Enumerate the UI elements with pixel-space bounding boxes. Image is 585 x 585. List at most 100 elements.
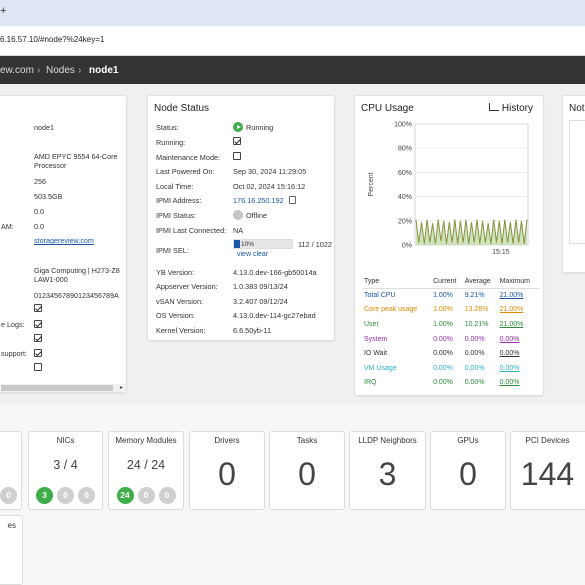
cpu-cell-type: IO Wait	[364, 350, 388, 358]
scroll-right-icon[interactable]: ▸	[119, 385, 123, 391]
sel-view-link[interactable]: view	[237, 251, 252, 258]
notifications-card: Not	[562, 95, 585, 273]
running-label: Running:	[156, 138, 186, 147]
cpu-table-row: IRQ 0.00% 0.00% 0.00%	[363, 376, 539, 391]
url-text[interactable]: 6.16.57.10/#node?%24key=1	[0, 35, 105, 44]
cpu-cell-current: 0.00%	[433, 335, 453, 343]
option-checkbox[interactable]	[34, 334, 42, 344]
node-status-title: Node Status	[154, 103, 210, 114]
ipmi-sel-count: 112 / 1022	[298, 240, 332, 249]
appserver-value: 1.0.383 09/13/24	[233, 282, 288, 291]
ipmi-address: 176.16.250.192	[233, 196, 296, 205]
cpu-cores-value: 256	[34, 177, 46, 186]
status-dot-grey: 0	[78, 487, 95, 504]
breadcrumb-nodes[interactable]: Nodes	[46, 65, 75, 76]
y-tick-label: 20%	[398, 218, 412, 225]
cpu-cell-current: 1.00%	[433, 292, 453, 300]
cpu-cell-maximum: 0.00%	[499, 379, 520, 387]
pci-devices-title: PCI Devices	[525, 436, 570, 445]
ipmi-status-label: IPMI Status:	[156, 211, 196, 220]
ipmi-address-link[interactable]: 176.16.250.192	[233, 196, 284, 205]
running-checkbox[interactable]	[233, 137, 241, 147]
tile-title: es	[7, 521, 16, 530]
copy-icon[interactable]	[288, 196, 296, 204]
offline-icon	[233, 210, 243, 220]
column-header: Average	[463, 275, 499, 289]
y-tick-label: 100%	[394, 122, 412, 129]
ram-value: 0.0	[34, 222, 44, 231]
nics-title: NICs	[56, 436, 75, 445]
history-button[interactable]: History	[488, 103, 533, 114]
status-dot-grey: 0	[137, 487, 155, 504]
gpus-tile[interactable]: GPUs 0	[430, 431, 506, 510]
breadcrumb-separator: ›	[78, 65, 82, 76]
tasks-title: Tasks	[296, 436, 318, 445]
column-header: Type	[363, 275, 433, 289]
scrollbar-thumb[interactable]	[1, 385, 113, 391]
memory-modules-value: 24 / 24	[126, 458, 166, 472]
serial-value: 01234567890123456789A	[34, 291, 119, 300]
summary-tile[interactable]: 0	[0, 431, 22, 510]
breadcrumb-host[interactable]: ew.com	[0, 65, 34, 76]
cpu-cell-average: 10.21%	[464, 320, 489, 328]
ipmi-sel-progress: 10%	[233, 239, 293, 249]
address-bar[interactable]: 6.16.57.10/#node?%24key=1	[0, 26, 585, 56]
horizontal-scrollbar[interactable]: ▸	[1, 384, 126, 392]
drivers-tile[interactable]: Drivers 0	[189, 431, 265, 510]
sel-clear-link[interactable]: clear	[252, 251, 269, 258]
support-checkbox[interactable]	[34, 349, 42, 359]
cpu-cell-average: 0.00%	[464, 350, 485, 358]
cpu-cell-average: 13.26%	[464, 306, 489, 314]
support-label: support:	[1, 349, 27, 358]
ipmi-last-value: NA	[233, 226, 244, 235]
yb-version-value: 4.13.0.dev-166-gb50014a	[233, 268, 317, 277]
os-version-label: OS Version:	[156, 311, 195, 320]
gpus-count: 0	[459, 456, 477, 492]
kernel-label: Kernel Version:	[156, 326, 206, 335]
column-header: Maximum	[498, 275, 539, 289]
column-header: Current	[432, 275, 464, 289]
status-dot-green: 24	[116, 487, 134, 504]
cpu-table-row: User 1.00% 10.21% 21.00%	[363, 317, 539, 332]
cpu-table-row: Total CPU 1.00% 9.21% 21.00%	[363, 288, 539, 303]
cpu-cell-current: 1.00%	[433, 306, 453, 314]
cpu-cell-maximum: 0.00%	[499, 364, 520, 372]
notifications-list	[569, 120, 585, 244]
summary-tile[interactable]: es	[0, 515, 23, 585]
lldp-neighbors-count: 3	[378, 456, 397, 492]
ipmi-sel-percent: 10%	[241, 241, 255, 248]
ram-label: AM:	[1, 222, 14, 231]
logs-checkbox[interactable]	[34, 320, 42, 330]
local-time-label: Local Time:	[156, 182, 194, 191]
cpu-cell-type: System	[364, 335, 388, 343]
os-version-value: 4.13.0.dev-114-gc27ebad	[233, 311, 316, 320]
cpu-table-row: IO Wait 0.00% 0.00% 0.00%	[363, 346, 539, 361]
lldp-neighbors-tile[interactable]: LLDP Neighbors 3	[349, 431, 426, 510]
drivers-count: 0	[218, 456, 236, 492]
memory-modules-title: Memory Modules	[115, 436, 177, 445]
cpu-model-value: AMD EPYC 9554 64-Core Processor	[34, 152, 118, 170]
cpu-cell-type: Core peak usage	[364, 306, 418, 314]
pci-devices-tile[interactable]: PCI Devices 144	[510, 431, 585, 510]
cpu-usage-table: Type Current Average Maximum Total CPU 1.…	[363, 275, 539, 390]
breadcrumb-current: node1	[89, 65, 119, 76]
status-dot-grey: 0	[0, 487, 17, 504]
memory-modules-tile[interactable]: Memory Modules 24 / 24 24 0 0	[108, 431, 184, 510]
domain-link[interactable]: storagereview.com	[34, 236, 94, 245]
system-model-value: Giga Computing | H273-Z8 LAW1-000	[34, 266, 120, 284]
tasks-tile[interactable]: Tasks 0	[269, 431, 345, 510]
cpu-cell-type: VM Usage	[364, 364, 397, 372]
breadcrumb: ew.com › Nodes › node1	[0, 56, 585, 84]
new-tab-button[interactable]: +	[0, 5, 7, 17]
status-value: Running	[233, 122, 273, 132]
maintenance-checkbox[interactable]	[233, 152, 241, 162]
option-checkbox[interactable]	[34, 304, 42, 314]
cpu-cell-average: 0.00%	[464, 364, 485, 372]
notifications-title: Not	[569, 103, 585, 114]
cpu-cell-maximum: 21.00%	[499, 320, 524, 328]
lldp-neighbors-title: LLDP Neighbors	[358, 436, 417, 445]
status-dot-grey: 0	[57, 487, 74, 504]
logs-label: e Logs:	[1, 320, 25, 329]
option-checkbox[interactable]	[34, 363, 42, 373]
